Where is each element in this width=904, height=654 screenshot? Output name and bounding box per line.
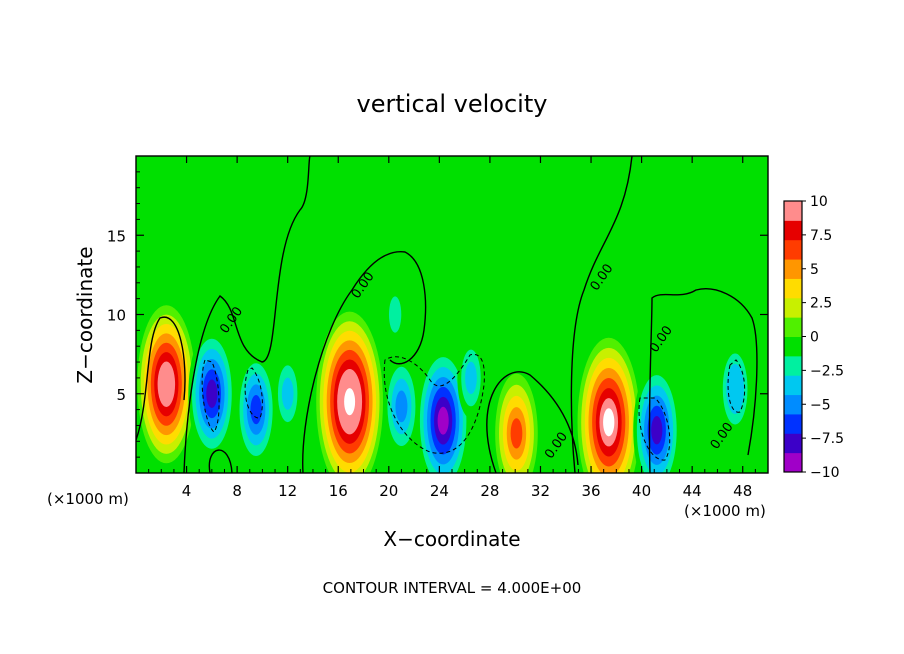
negative-contour	[244, 367, 263, 419]
velocity-level	[729, 374, 741, 404]
velocity-level	[395, 390, 408, 423]
x-tick-label: 4	[182, 482, 192, 500]
colorbar-tick-label: 5	[810, 262, 819, 278]
velocity-level	[344, 388, 356, 416]
velocity-cell	[316, 311, 384, 473]
zero-contour	[486, 371, 579, 473]
colorbar-swatch	[784, 317, 802, 337]
colorbar-swatch	[784, 239, 802, 260]
colorbar-swatch	[784, 413, 802, 434]
x-tick-label: 32	[531, 482, 550, 500]
velocity-level	[651, 415, 663, 445]
velocity-cell	[137, 305, 196, 464]
negative-contour	[727, 359, 746, 413]
x-tick-label: 24	[430, 482, 449, 500]
x-tick-label: 40	[632, 482, 651, 500]
zero-contour	[208, 449, 233, 473]
y-axis-label: Z−coordinate	[73, 246, 97, 383]
velocity-cell	[457, 337, 485, 419]
velocity-cell	[274, 353, 302, 435]
colorbar-swatch	[784, 220, 802, 241]
x-tick-label: 12	[278, 482, 297, 500]
colorbar-tick-label: 7.5	[810, 228, 832, 244]
zero-contour	[183, 156, 311, 473]
y-axis: 5 10 15	[107, 171, 768, 458]
velocity-cell	[235, 352, 277, 467]
chart-title: vertical velocity	[357, 90, 548, 118]
x-axis: 4 8 12 16 20 24 28 32 36 40 44 48	[148, 156, 756, 500]
x-axis-label: X−coordinate	[383, 527, 520, 551]
colorbar-swatch	[784, 394, 802, 415]
colorbar-tick-label: −10	[810, 465, 840, 481]
colorbar-tick-label: −7.5	[810, 431, 844, 447]
y-tick-label: 15	[107, 227, 126, 245]
velocity-cell	[416, 347, 470, 473]
y-tick-label: 10	[107, 307, 126, 325]
colorbar-swatch	[784, 452, 802, 473]
colorbar-swatch	[784, 336, 802, 357]
colorbar-swatch	[784, 278, 802, 299]
colorbar-tick-label: 2.5	[810, 296, 832, 312]
colorbar-swatch	[784, 201, 802, 221]
colorbar-tick-label: 0	[810, 330, 819, 346]
velocity-cell	[384, 282, 406, 347]
velocity-level	[388, 296, 402, 333]
zero-contour	[302, 251, 427, 473]
y-tick-label: 5	[116, 386, 126, 404]
x-tick-label: 16	[329, 482, 348, 500]
negative-contour	[201, 359, 220, 433]
velocity-level	[572, 266, 585, 300]
velocity-cell	[577, 337, 640, 473]
colorbar-swatch	[784, 297, 802, 318]
velocity-level	[437, 406, 449, 435]
velocity-cell	[633, 364, 681, 473]
colorbar-tick-label: 10	[810, 194, 828, 210]
colorbar-swatch	[784, 433, 802, 454]
x-unit-label-left: (×1000 m)	[47, 490, 129, 508]
x-tick-label: 44	[683, 482, 702, 500]
zero-contour	[570, 156, 633, 473]
colorbar-swatch	[784, 259, 802, 279]
velocity-level	[510, 418, 523, 449]
plot-area: 0.000.00 0.000.000.00 0.00	[136, 156, 768, 473]
colorbar-tick-label: −2.5	[810, 363, 844, 379]
velocity-level	[250, 395, 262, 425]
colorbar-swatch	[784, 375, 802, 396]
velocity-cell	[719, 342, 751, 435]
velocity-cell	[383, 354, 420, 458]
colorbar-tick-label: −5	[810, 397, 831, 413]
negative-contour	[383, 353, 485, 454]
velocity-cell	[569, 253, 588, 313]
x-tick-label: 48	[733, 482, 752, 500]
contour-interval-footer: CONTOUR INTERVAL = 4.000E+00	[323, 579, 582, 597]
velocity-cell	[188, 328, 236, 459]
zero-contour	[136, 316, 186, 441]
x-tick-label: 36	[581, 482, 600, 500]
negative-contour	[638, 397, 671, 461]
colorbar-swatch	[784, 355, 802, 376]
velocity-level	[281, 377, 294, 410]
zero-contour	[648, 288, 758, 473]
velocity-level	[465, 361, 477, 395]
velocity-level	[206, 379, 218, 408]
colorbar: 10 7.5 5 2.5 0 −2.5 −5 −7.5 −10	[783, 194, 844, 481]
velocity-level	[160, 370, 172, 398]
x-tick-label: 8	[232, 482, 242, 500]
x-tick-label: 28	[480, 482, 499, 500]
velocity-level	[603, 408, 615, 437]
x-unit-label-right: (×1000 m)	[684, 502, 766, 520]
velocity-cell	[495, 373, 538, 473]
x-tick-label: 20	[379, 482, 398, 500]
